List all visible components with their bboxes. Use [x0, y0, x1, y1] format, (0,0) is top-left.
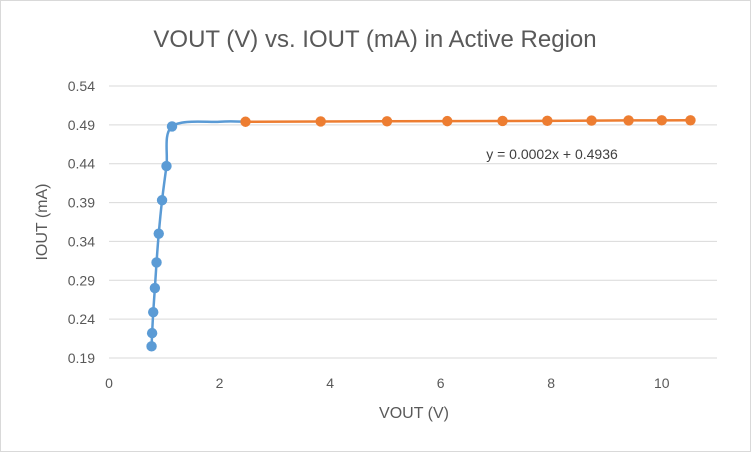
series-2-point — [240, 116, 251, 127]
axes: 0.19 0.24 0.29 0.34 0.39 0.44 0.49 0.54 0 2 4 6 8 10 — [68, 78, 717, 391]
series-2-point — [315, 116, 326, 127]
x-tick-label: 6 — [437, 375, 445, 391]
series-2-point — [442, 115, 453, 127]
x-tick-label: 4 — [326, 375, 334, 391]
y-tick-label: 0.29 — [68, 272, 95, 288]
series-1-line — [150, 120, 247, 348]
series-1-point — [153, 228, 164, 239]
y-tick-label: 0.34 — [68, 233, 95, 249]
chart-title: VOUT (V) vs. IOUT (mA) in Active Region — [153, 26, 596, 53]
series-1-point — [146, 327, 158, 339]
series-1-point — [151, 257, 162, 268]
series-1-point — [149, 282, 161, 294]
series-1-point — [148, 306, 159, 318]
series-1-point — [156, 195, 168, 206]
series-2-point — [497, 115, 508, 127]
plot-area — [146, 115, 696, 352]
y-tick-label: 0.54 — [68, 78, 95, 94]
series-1-point — [161, 160, 172, 172]
series-2-point — [685, 115, 696, 126]
x-tick-label: 0 — [105, 375, 113, 391]
series-2-point — [656, 115, 667, 126]
y-axis-title: IOUT (mA) — [34, 183, 51, 260]
series-2-point — [381, 116, 393, 127]
series-1-point — [146, 341, 157, 352]
series-2-point — [623, 115, 634, 126]
y-tick-label: 0.44 — [68, 156, 95, 172]
trendline-equation: y = 0.0002x + 0.4936 — [486, 146, 618, 162]
x-tick-label: 10 — [654, 375, 670, 391]
y-tick-label: 0.39 — [68, 195, 95, 211]
series-1-point — [166, 121, 178, 132]
series-2-point — [586, 115, 597, 126]
series-2-point — [542, 115, 553, 127]
x-axis-title: VOUT (V) — [379, 405, 449, 422]
series-2-line — [244, 119, 692, 123]
y-tick-label: 0.24 — [68, 311, 95, 327]
y-tick-label: 0.49 — [68, 117, 95, 133]
x-tick-label: 2 — [216, 375, 224, 391]
x-tick-label: 8 — [547, 375, 555, 391]
gridlines — [109, 85, 717, 359]
y-tick-label: 0.19 — [68, 350, 95, 366]
